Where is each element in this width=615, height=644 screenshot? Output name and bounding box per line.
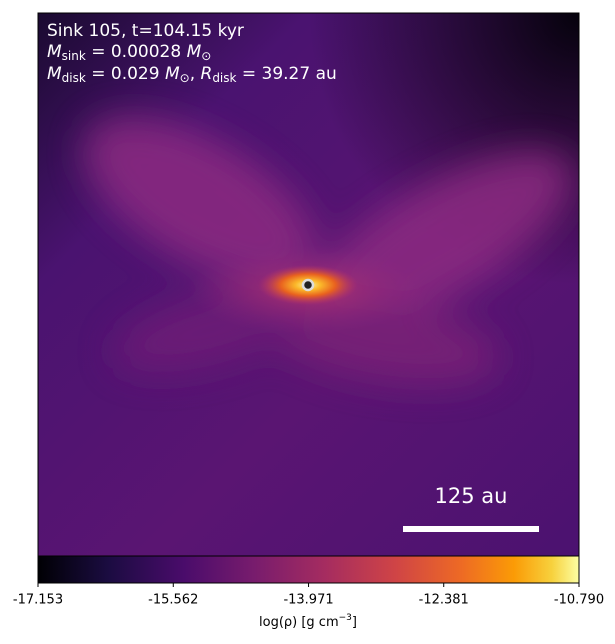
annotation: Sink 105, t=104.15 kyr bbox=[47, 21, 244, 41]
colorbar-tick-label: -12.381 bbox=[419, 593, 469, 608]
colorbar-tick-label: -15.562 bbox=[148, 593, 198, 608]
scale-bar bbox=[403, 526, 539, 532]
annotations: Sink 105, t=104.15 kyr Msink = 0.00028 M… bbox=[47, 21, 337, 85]
colorbar-tick-label: -10.790 bbox=[554, 593, 604, 608]
density-image bbox=[38, 13, 579, 556]
annotation: Mdisk = 0.029 M⊙, Rdisk = 39.27 au bbox=[47, 64, 337, 85]
annotation: Msink = 0.00028 M⊙ bbox=[47, 42, 211, 63]
colorbar-tick-label: -13.971 bbox=[283, 593, 333, 608]
colorbar-label: log(ρ) [g cm−3] bbox=[259, 613, 357, 630]
sink-marker bbox=[301, 278, 315, 292]
colorbar bbox=[37, 555, 580, 584]
scale-bar-label: 125 au bbox=[435, 484, 508, 508]
colorbar-tick-label: -17.153 bbox=[13, 593, 63, 608]
